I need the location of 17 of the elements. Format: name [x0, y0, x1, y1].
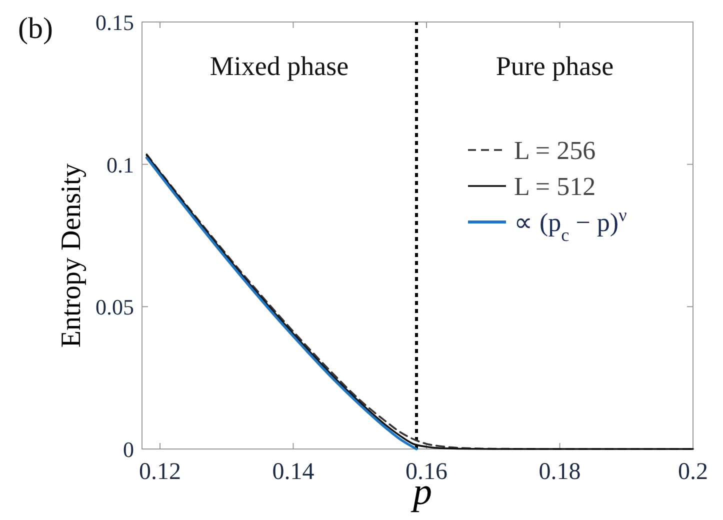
legend-label: L = 512 [514, 172, 596, 201]
y-axis-title: Entropy Density [56, 163, 87, 348]
x-tick-label: 0.12 [138, 459, 181, 485]
legend-label: L = 256 [514, 136, 596, 165]
x-tick-label: 0.16 [405, 459, 448, 485]
y-tick-label: 0.1 [106, 152, 134, 178]
x-tick-label: 0.18 [538, 459, 581, 485]
x-tick-label: 0.14 [272, 459, 314, 485]
x-tick-label: 0.2 [678, 459, 708, 485]
annotation: Mixed phase [210, 51, 349, 81]
y-tick-label: 0 [123, 437, 134, 462]
y-tick-label: 0.15 [96, 10, 134, 35]
legend-label: ∝ (p$_{c}$ − p)$^{ν}$ [514, 205, 627, 245]
y-tick-label: 0.05 [96, 294, 134, 320]
annotation: Pure phase [496, 51, 614, 81]
line-series [145, 156, 418, 450]
text: (b) [18, 12, 53, 45]
